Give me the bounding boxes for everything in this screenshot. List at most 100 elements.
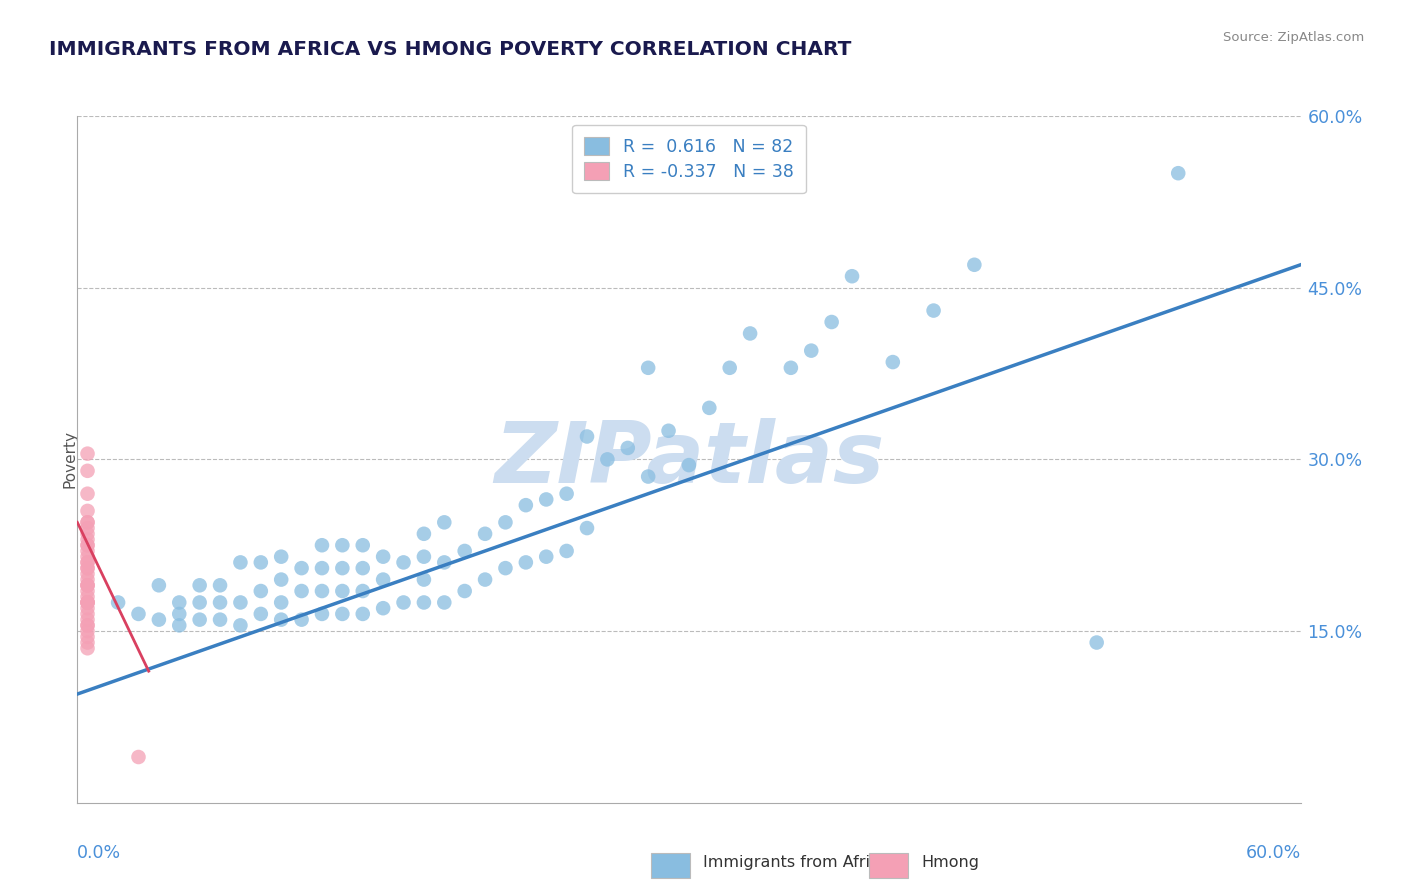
Point: [76, 613, 98, 627]
Point: [352, 538, 374, 552]
Text: Immigrants from Africa: Immigrants from Africa: [703, 855, 889, 870]
Point: [76, 566, 98, 581]
Point: [76, 595, 98, 609]
Point: [332, 607, 354, 621]
Point: [371, 601, 394, 615]
Point: [169, 607, 191, 621]
Point: [495, 516, 517, 530]
Point: [148, 578, 170, 592]
Point: [76, 630, 98, 644]
Point: [169, 595, 191, 609]
Y-axis label: Poverty: Poverty: [63, 430, 77, 489]
Point: [800, 343, 823, 358]
Point: [371, 549, 394, 564]
Point: [270, 573, 292, 587]
Point: [291, 613, 314, 627]
Point: [352, 607, 374, 621]
Text: 60.0%: 60.0%: [1246, 844, 1301, 862]
Point: [76, 584, 98, 599]
Point: [76, 618, 98, 632]
Text: Source: ZipAtlas.com: Source: ZipAtlas.com: [1223, 31, 1364, 45]
Point: [474, 573, 496, 587]
Point: [76, 538, 98, 552]
Point: [392, 595, 415, 609]
Point: [841, 269, 863, 284]
Point: [76, 595, 98, 609]
Point: [76, 544, 98, 558]
Point: [76, 555, 98, 570]
Point: [76, 516, 98, 530]
Point: [270, 613, 292, 627]
Point: [352, 561, 374, 575]
Point: [148, 613, 170, 627]
Point: [352, 584, 374, 599]
Point: [433, 595, 456, 609]
Point: [291, 584, 314, 599]
Point: [76, 561, 98, 575]
Point: [963, 258, 986, 272]
Point: [188, 578, 211, 592]
Point: [76, 578, 98, 592]
Point: [229, 595, 252, 609]
Point: [229, 555, 252, 570]
Point: [128, 750, 150, 764]
Point: [209, 613, 232, 627]
Legend: R =  0.616   N = 82, R = -0.337   N = 38: R = 0.616 N = 82, R = -0.337 N = 38: [572, 125, 806, 194]
Point: [76, 487, 98, 501]
Point: [76, 595, 98, 609]
Point: [76, 618, 98, 632]
Text: Hmong: Hmong: [921, 855, 979, 870]
Point: [332, 538, 354, 552]
Point: [882, 355, 904, 369]
Point: [740, 326, 762, 341]
Point: [536, 492, 558, 507]
Point: [576, 429, 599, 443]
Point: [76, 538, 98, 552]
Text: IMMIGRANTS FROM AFRICA VS HMONG POVERTY CORRELATION CHART: IMMIGRANTS FROM AFRICA VS HMONG POVERTY …: [49, 40, 852, 59]
Point: [76, 578, 98, 592]
Point: [76, 533, 98, 547]
Point: [311, 561, 333, 575]
Point: [128, 607, 150, 621]
Point: [678, 458, 700, 472]
Point: [76, 521, 98, 535]
Point: [76, 641, 98, 656]
Point: [76, 549, 98, 564]
Point: [250, 555, 273, 570]
Point: [555, 544, 578, 558]
Point: [371, 573, 394, 587]
Point: [718, 360, 741, 375]
Point: [454, 584, 477, 599]
Point: [1167, 166, 1189, 180]
Text: 0.0%: 0.0%: [77, 844, 121, 862]
Point: [433, 516, 456, 530]
Point: [596, 452, 619, 467]
Point: [637, 469, 659, 483]
Point: [76, 526, 98, 541]
Point: [76, 464, 98, 478]
Point: [454, 544, 477, 558]
Point: [188, 595, 211, 609]
Point: [169, 618, 191, 632]
Point: [515, 498, 537, 512]
Text: ZIPatlas: ZIPatlas: [494, 417, 884, 501]
Point: [76, 578, 98, 592]
Point: [536, 549, 558, 564]
Point: [76, 624, 98, 639]
Point: [209, 595, 232, 609]
Point: [76, 595, 98, 609]
Point: [780, 360, 803, 375]
Point: [270, 595, 292, 609]
Point: [413, 526, 436, 541]
Point: [76, 516, 98, 530]
Point: [76, 504, 98, 518]
Point: [311, 584, 333, 599]
Point: [76, 590, 98, 604]
Point: [76, 607, 98, 621]
Point: [413, 595, 436, 609]
Point: [188, 613, 211, 627]
Point: [392, 555, 415, 570]
Point: [474, 526, 496, 541]
Point: [515, 555, 537, 570]
Point: [1085, 635, 1108, 649]
